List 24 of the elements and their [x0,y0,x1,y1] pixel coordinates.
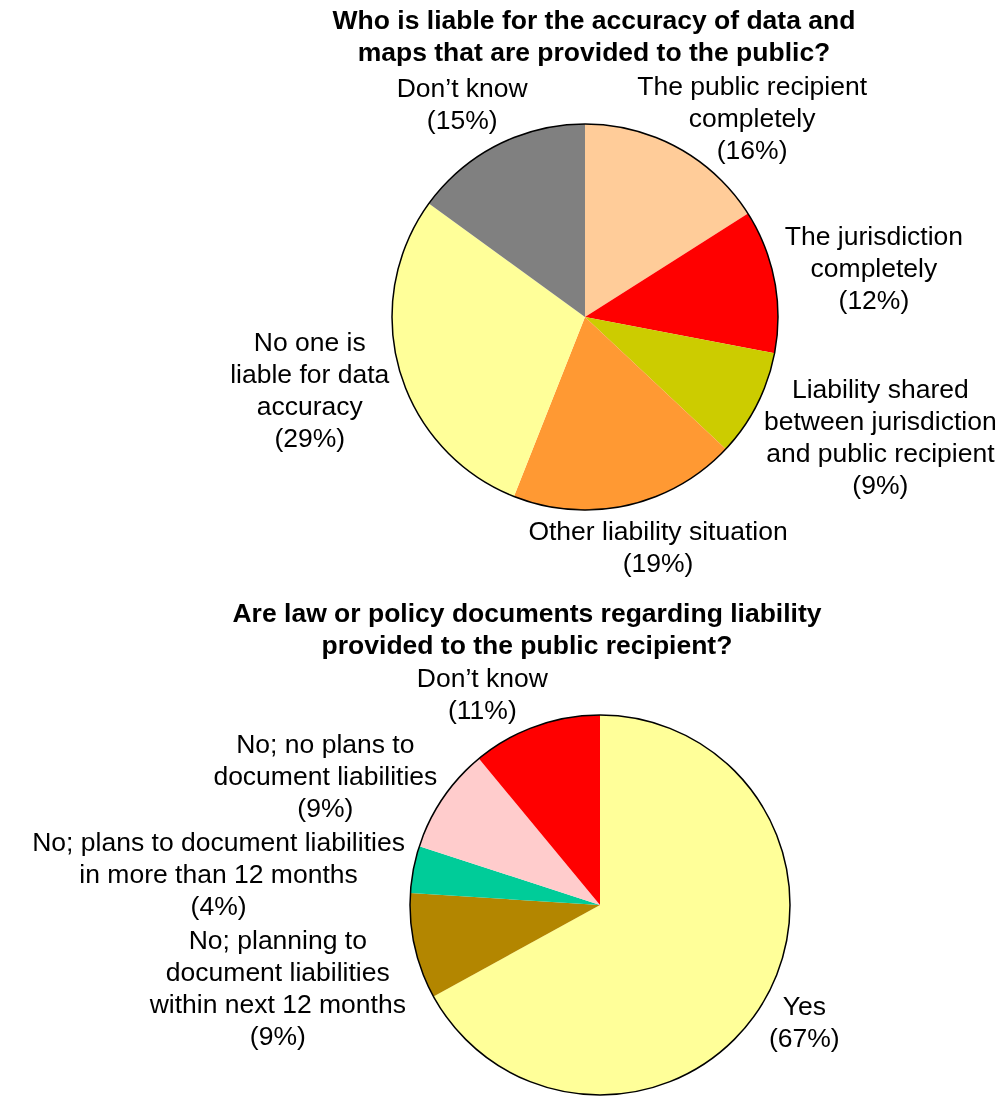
data-label: (9%) [852,470,909,501]
slice-label: No; plans to document liabilities in more than 12 months [32,827,405,890]
slice-label: Liability shared between jurisdiction and public recipient [763,374,997,469]
data-label: (9%) [297,793,354,824]
data-label: (12%) [838,284,910,315]
data-label: (4%) [190,891,247,922]
data-label: (16%) [716,135,788,166]
slice-label: Yes [782,991,826,1022]
data-label: (19%) [622,547,694,578]
data-label: (15%) [426,105,498,136]
slice-label: No; planning to document liabilities within next 12 months [148,925,406,1020]
slice-label: The jurisdiction completely [784,220,964,283]
slice-label: Don’t know [416,663,549,694]
data-label: (9%) [249,1021,306,1052]
slice-label: Other liability situation [528,515,788,546]
slice-label: Don’t know [396,73,529,104]
chart-title: Who is liable for the accuracy of data and maps that are provided to the public? [331,4,857,68]
data-label: (29%) [274,423,346,454]
chart-title: Are law or policy documents regarding liability provided to the public recipient? [231,597,823,661]
slice-label: No; no plans to document liabilities [213,729,438,792]
slice-label: The public recipient completely [637,71,868,134]
data-label: (67%) [768,1023,840,1054]
data-label: (11%) [448,695,517,726]
slice-label: No one is liable for data accuracy [230,327,390,422]
